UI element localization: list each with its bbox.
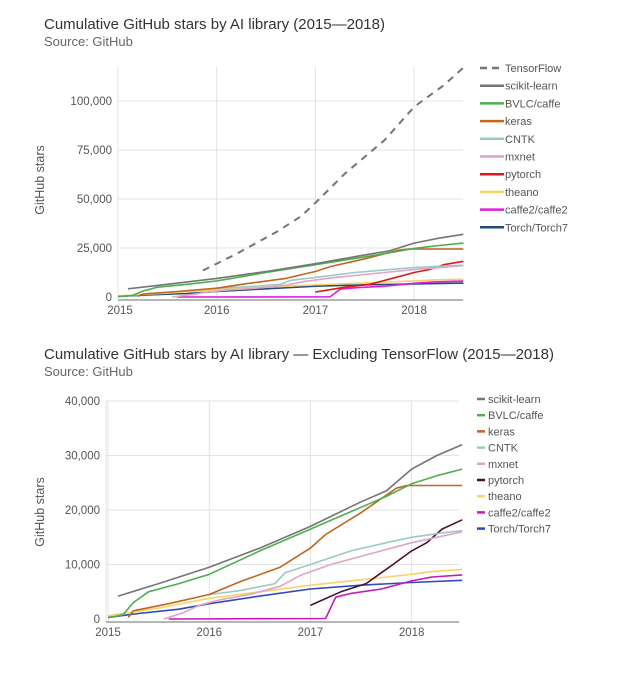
chart2-series-pytorch (310, 519, 463, 607)
chart2-plot: 0 10,000 20,000 30,000 40,000 2015 2016 2017 201… (33, 396, 463, 639)
chart2-series-mxnet (163, 531, 463, 620)
chart2-xtick-label: 2018 (399, 627, 425, 639)
chart1-subtitle: Source: GitHub (44, 34, 133, 49)
chart2-legend-item: keras (477, 426, 515, 438)
chart1-ytick-label: 75,000 (77, 145, 112, 157)
chart1-series-theano (117, 278, 464, 297)
chart1-xtick-label: 2017 (303, 305, 329, 317)
chart1-series-keras (137, 248, 464, 298)
chart1-ytick-label: 100,000 (70, 96, 112, 108)
chart2-legend-label: scikit-learn (488, 394, 541, 406)
chart1-series-torch-torch7 (117, 282, 464, 298)
chart1-series-mxnet (172, 264, 464, 298)
chart2-series-theano (107, 568, 463, 617)
chart2-ytick-label: 0 (94, 614, 100, 626)
chart1-legend-item: scikit-learn (480, 81, 558, 93)
chart1-legend-label: caffe2/caffe2 (505, 205, 568, 217)
chart2-series-keras (127, 484, 463, 618)
chart1-legend-label: pytorch (505, 169, 541, 181)
chart1-series-cntk (216, 264, 464, 289)
chart2-legend-item: BVLC/caffe (477, 410, 543, 422)
chart1-legend-item: BVLC/caffe (480, 98, 560, 110)
chart1-legend-item: theano (480, 187, 539, 199)
chart1-legend-item: keras (480, 116, 532, 128)
chart2-xtick-label: 2015 (95, 627, 121, 639)
chart2-ytick-label: 30,000 (65, 451, 100, 463)
chart2-series-caffe2-caffe2 (168, 574, 463, 620)
chart1-series-bvlc-caffe (117, 242, 464, 298)
chart1-legend-item: CNTK (480, 134, 536, 146)
chart2-xtick-label: 2017 (298, 627, 324, 639)
chart1-y-axis-label: GitHub stars (33, 145, 47, 214)
chart1-legend-label: mxnet (505, 152, 535, 164)
chart2-legend-item: pytorch (477, 475, 524, 487)
chart2-legend-label: mxnet (488, 459, 518, 471)
chart2-legend-item: Torch/Torch7 (477, 524, 551, 536)
chart1-legend-label: BVLC/caffe (505, 98, 560, 110)
chart1-legend-item: pytorch (480, 169, 541, 181)
chart1-ytick-label: 25,000 (77, 243, 112, 255)
chart1-xtick-label: 2015 (107, 305, 133, 317)
chart1-legend-item: TensorFlow (480, 63, 561, 75)
chart1-legend-label: theano (505, 187, 539, 199)
chart1-legend-item: Torch/Torch7 (480, 222, 568, 234)
chart2-ytick-label: 40,000 (65, 396, 100, 408)
chart1-legend-label: Torch/Torch7 (505, 222, 568, 234)
chart2-legend-item: scikit-learn (477, 394, 541, 406)
chart2-ytick-label: 10,000 (65, 560, 100, 572)
chart2-ytick-label: 20,000 (65, 505, 100, 517)
chart1-legend-label: scikit-learn (505, 81, 558, 93)
chart1-legend-item: caffe2/caffe2 (480, 205, 568, 217)
chart2-legend-label: theano (488, 491, 522, 503)
chart2-legend-item: theano (477, 491, 522, 503)
chart2-xtick-label: 2016 (196, 627, 222, 639)
chart1-legend-label: keras (505, 116, 532, 128)
chart2-legend-label: Torch/Torch7 (488, 524, 551, 536)
chart1-series-caffe2-caffe2 (177, 280, 464, 298)
chart2-series-torch-torch7 (107, 579, 463, 619)
chart2-legend-item: CNTK (477, 443, 519, 455)
chart1-ytick-label: 50,000 (77, 194, 112, 206)
chart2-legend-label: BVLC/caffe (488, 410, 543, 422)
chart1-xtick-label: 2016 (204, 305, 230, 317)
chart2-legend-label: keras (488, 426, 515, 438)
chart1-legend-label: CNTK (505, 134, 536, 146)
chart1-plot: 0 25,000 50,000 75,000 100,000 2015 2016 2017 20… (33, 66, 465, 317)
chart1-series-scikit-learn (127, 233, 464, 290)
chart1-xtick-label: 2018 (401, 305, 427, 317)
chart2-y-axis-label: GitHub stars (33, 477, 47, 546)
chart2-legend-item: caffe2/caffe2 (477, 507, 551, 519)
chart2-legend-label: pytorch (488, 475, 524, 487)
chart2-series-cntk (209, 529, 463, 596)
chart2-title: Cumulative GitHub stars by AI library — … (44, 346, 554, 363)
chart1-legend-label: TensorFlow (505, 63, 561, 75)
chart2-legend-label: caffe2/caffe2 (488, 507, 551, 519)
chart2-series-bvlc-caffe (107, 468, 463, 619)
chart2-series-scikit-learn (117, 443, 463, 597)
chart1-legend-item: mxnet (480, 152, 535, 164)
chart2-legend: scikit-learn BVLC/caffe keras CNTK mxnet pyto… (477, 394, 551, 536)
chart1-legend: TensorFlow scikit-learn BVLC/caffe keras CNT… (480, 63, 568, 234)
chart1-ytick-label: 0 (106, 292, 112, 304)
chart1-series-tensorflow (202, 66, 465, 272)
chart1-title: Cumulative GitHub stars by AI library (2… (44, 16, 385, 33)
chart2-legend-label: CNTK (488, 443, 519, 455)
chart2-legend-item: mxnet (477, 459, 518, 471)
chart2-subtitle: Source: GitHub (44, 364, 133, 379)
